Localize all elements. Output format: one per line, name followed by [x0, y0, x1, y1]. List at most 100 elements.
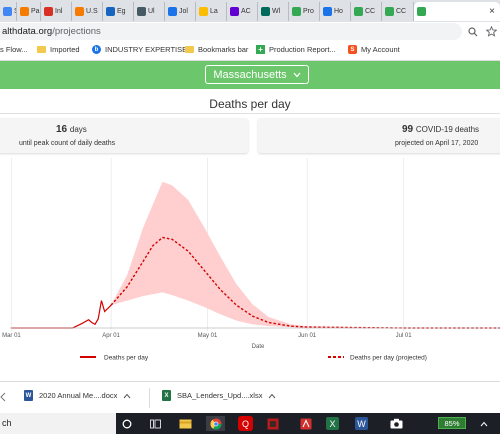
chevron-up-icon[interactable]	[268, 393, 276, 399]
tab-label: CC	[396, 8, 407, 15]
tab-cc[interactable]: CC	[382, 2, 414, 21]
peak-days-number: 16	[56, 124, 68, 135]
q-app-icon[interactable]: Q	[238, 416, 253, 431]
tab-la[interactable]: La	[196, 2, 227, 21]
file-explorer-icon[interactable]	[178, 416, 193, 431]
tab-ul[interactable]: Ul	[134, 2, 165, 21]
peak-days-unit: days	[69, 125, 87, 134]
plus-icon: +	[256, 45, 265, 54]
bookmark-imported[interactable]: Imported	[37, 45, 80, 54]
location-header: Massachusetts	[0, 61, 500, 89]
battery-indicator[interactable]: 85%	[438, 417, 466, 429]
excel-icon[interactable]: X	[326, 417, 339, 430]
url-field[interactable]: althdata.org/projections	[0, 23, 462, 40]
camera-icon[interactable]	[389, 416, 404, 431]
yahoo-icon	[230, 7, 239, 16]
b-icon	[323, 7, 332, 16]
s-icon: S	[348, 45, 357, 54]
tab-strip: Se Pa Inl U.S Eg Ul Jol La AC Wl Pro Ho CC CC ×	[0, 0, 500, 22]
app-icon[interactable]	[265, 416, 280, 431]
leaf-icon	[385, 7, 394, 16]
chevron-left-icon[interactable]	[0, 392, 6, 402]
x-tick-label: Jul 01	[396, 333, 413, 339]
peak-days-card: 16 days until peak count of daily deaths	[0, 118, 248, 153]
tab-label: Wl	[272, 8, 281, 15]
bookmark-label: Imported	[50, 45, 80, 54]
projected-deaths-unit: COVID-19 deaths	[415, 125, 480, 134]
chevron-up-icon[interactable]	[476, 416, 491, 431]
shield-icon	[168, 7, 177, 16]
tab-label: Inl	[55, 8, 63, 15]
chart-icon	[261, 7, 270, 16]
star-icon[interactable]	[486, 26, 497, 37]
bookmark-industry-expertise[interactable]: b INDUSTRY EXPERTISE	[92, 45, 187, 54]
search-icon[interactable]	[468, 27, 478, 37]
bookmark-production-report[interactable]: + Production Report...	[256, 45, 336, 54]
pinterest-icon	[20, 7, 29, 16]
download-item-docx[interactable]: W 2020 Annual Me....docx	[24, 390, 131, 401]
tab-us[interactable]: U.S	[72, 2, 103, 21]
chevron-up-icon[interactable]	[123, 393, 131, 399]
x-tick-label: May 01	[198, 333, 218, 339]
tab-pa[interactable]: Pa	[17, 2, 41, 21]
url-path: /projections	[52, 26, 101, 37]
tab-pro[interactable]: Pro	[289, 2, 320, 21]
tab-wl[interactable]: Wl	[258, 2, 289, 21]
tab-inl[interactable]: Inl	[41, 2, 72, 21]
word-icon[interactable]: W	[355, 417, 368, 430]
projected-deaths-number: 99	[402, 124, 414, 135]
bookmark-label: s Flow...	[0, 45, 28, 54]
legend-label-actual: Deaths per day	[104, 355, 149, 362]
gmail-icon	[44, 7, 53, 16]
cortana-icon[interactable]	[119, 416, 134, 431]
bookmark-label: INDUSTRY EXPERTISE	[105, 45, 188, 54]
tab-label: Eg	[117, 8, 126, 15]
bookmark-my-account[interactable]: S My Account	[348, 45, 400, 54]
state-select[interactable]: Massachusetts	[205, 65, 309, 84]
acrobat-icon[interactable]	[298, 416, 313, 431]
sun-icon	[199, 7, 208, 16]
download-filename: SBA_Lenders_Upd....xlsx	[177, 391, 263, 400]
bookmark-label: Production Report...	[269, 45, 336, 54]
peak-days-caption: until peak count of daily deaths	[19, 140, 116, 147]
tab-cc[interactable]: CC	[351, 2, 382, 21]
divider	[0, 113, 500, 114]
news-icon	[106, 7, 115, 16]
tab-label: La	[210, 8, 218, 15]
peak-days-value: 16 days	[56, 124, 87, 135]
leaf-icon	[354, 7, 363, 16]
uncertainty-band	[111, 181, 500, 328]
tab-ac[interactable]: AC	[227, 2, 258, 21]
download-item-xlsx[interactable]: X SBA_Lenders_Upd....xlsx	[162, 390, 276, 401]
bookmark-flow[interactable]: s Flow...	[0, 45, 28, 54]
projected-deaths-caption: projected on April 17, 2020	[395, 140, 479, 147]
tab-label: Se	[14, 8, 16, 15]
x-tick-label: Jun 01	[298, 333, 317, 339]
tab-active[interactable]: ×	[414, 2, 500, 21]
tab-label: CC	[365, 8, 376, 15]
taskbar-search[interactable]: ch	[0, 413, 116, 434]
deaths-chart: Mar 01 Apr 01 May 01 Jun 01 Jul 01 Date Deat…	[2, 158, 500, 362]
projected-deaths-card: 99 COVID-19 deaths projected on April 17…	[258, 118, 500, 153]
tab-jol[interactable]: Jol	[165, 2, 196, 21]
close-icon[interactable]: ×	[489, 6, 495, 17]
bookmark-label: Bookmarks bar	[198, 45, 249, 54]
g-icon	[75, 7, 84, 16]
projected-deaths-value: 99 COVID-19 deaths	[402, 124, 479, 135]
tab-se[interactable]: Se	[0, 2, 17, 21]
chevron-down-icon	[293, 72, 301, 77]
chrome-icon[interactable]	[206, 416, 225, 431]
tab-ho[interactable]: Ho	[320, 2, 351, 21]
x-tick-label: Mar 01	[2, 333, 21, 339]
tab-label: Pa	[31, 8, 40, 15]
plus-icon	[292, 7, 301, 16]
taskbar: ch Q X W 85%	[0, 413, 500, 434]
series-line-actual	[11, 300, 112, 329]
bookmark-bookmarks-bar[interactable]: Bookmarks bar	[185, 45, 248, 54]
series-line-projected	[110, 236, 500, 329]
task-view-icon[interactable]	[148, 416, 163, 431]
tab-label: AC	[241, 8, 251, 15]
tab-eg[interactable]: Eg	[103, 2, 134, 21]
tab-label: Ho	[334, 8, 343, 15]
download-filename: 2020 Annual Me....docx	[39, 391, 118, 400]
